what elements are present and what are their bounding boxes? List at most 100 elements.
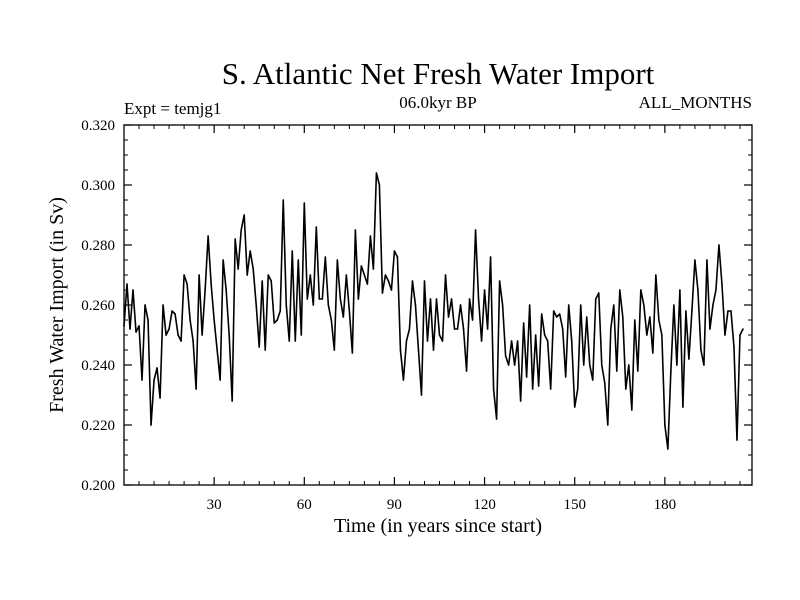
data-point	[700, 349, 702, 351]
data-point	[261, 280, 264, 282]
data-point	[631, 409, 633, 411]
data-point	[661, 334, 663, 336]
data-point	[282, 199, 285, 201]
data-point	[501, 304, 504, 306]
data-point	[273, 322, 276, 324]
data-point	[393, 250, 396, 252]
data-point	[646, 334, 648, 336]
data-point	[150, 424, 152, 426]
data-point	[414, 304, 417, 306]
data-point	[721, 283, 723, 285]
data-point	[435, 298, 438, 300]
series-layer	[123, 172, 744, 450]
data-point	[453, 328, 456, 330]
data-point	[318, 298, 321, 300]
data-point	[246, 274, 248, 276]
data-point	[189, 319, 191, 321]
data-point	[441, 340, 444, 342]
data-point	[739, 334, 741, 336]
data-point	[345, 274, 348, 276]
data-point	[724, 334, 726, 336]
data-point	[480, 340, 483, 342]
data-point	[243, 214, 245, 216]
data-point	[570, 340, 573, 342]
data-point	[498, 280, 501, 282]
data-point	[727, 310, 729, 312]
data-point	[492, 388, 495, 390]
y-tick-label: 0.220	[81, 418, 115, 434]
data-point	[165, 334, 167, 336]
series-line	[123, 172, 744, 450]
data-point	[306, 298, 309, 300]
data-point	[252, 268, 255, 270]
months-label: ALL_MONTHS	[639, 93, 752, 112]
data-point	[465, 370, 468, 372]
data-point	[228, 334, 230, 336]
data-point	[219, 379, 221, 381]
data-point	[679, 289, 681, 291]
data-point	[555, 316, 558, 318]
data-point	[408, 328, 411, 330]
data-point	[712, 304, 714, 306]
data-point	[285, 304, 288, 306]
data-point	[291, 250, 294, 252]
data-point	[549, 388, 552, 390]
data-point	[249, 250, 251, 252]
data-point	[703, 364, 705, 366]
data-point	[201, 334, 203, 336]
data-point	[546, 340, 549, 342]
data-point	[144, 304, 146, 306]
data-point	[474, 229, 477, 231]
data-point	[579, 304, 582, 306]
data-point	[171, 310, 173, 312]
data-point	[159, 397, 161, 399]
data-point	[384, 274, 387, 276]
data-point	[685, 310, 687, 312]
data-point	[192, 340, 194, 342]
data-point	[288, 340, 291, 342]
x-tick-label: 30	[207, 497, 222, 513]
data-point	[612, 304, 615, 306]
data-point	[649, 316, 651, 318]
data-point	[567, 304, 570, 306]
data-point	[372, 268, 375, 270]
data-point	[267, 274, 270, 276]
data-point	[558, 313, 561, 315]
plot-frame	[123, 124, 753, 486]
data-point	[390, 289, 393, 291]
data-point	[225, 289, 227, 291]
data-point	[495, 418, 498, 420]
data-point	[195, 388, 197, 390]
data-point	[360, 265, 363, 267]
data-point	[609, 328, 612, 330]
data-point	[198, 274, 200, 276]
data-point	[354, 229, 357, 231]
data-point	[655, 274, 657, 276]
data-point	[309, 274, 312, 276]
data-point	[468, 298, 471, 300]
data-point	[597, 292, 600, 294]
data-point	[231, 400, 233, 402]
data-point	[534, 334, 537, 336]
data-point	[516, 340, 519, 342]
data-point	[357, 298, 360, 300]
data-point	[255, 304, 258, 306]
data-point	[444, 274, 447, 276]
data-point	[706, 259, 708, 261]
data-point	[576, 388, 579, 390]
data-point	[366, 283, 369, 285]
data-point	[540, 313, 543, 315]
data-point	[279, 310, 282, 312]
y-tick-label: 0.200	[81, 478, 115, 494]
data-point	[156, 367, 158, 369]
data-point	[585, 316, 588, 318]
data-point	[177, 334, 179, 336]
data-point	[369, 235, 372, 237]
y-tick-label: 0.240	[81, 358, 115, 374]
data-point	[471, 319, 474, 321]
data-point	[588, 364, 591, 366]
data-point	[507, 364, 510, 366]
data-point	[213, 319, 215, 321]
data-point	[537, 385, 540, 387]
data-point	[297, 259, 300, 261]
